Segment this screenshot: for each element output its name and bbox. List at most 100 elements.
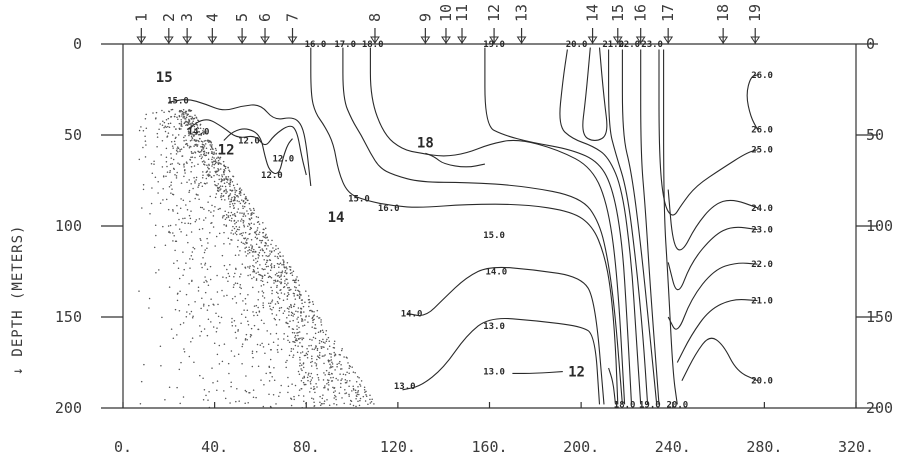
y-tick-label-right: 50	[866, 126, 884, 144]
contour-labels: 15.0 14.0 12.0 12.0 12.0 16.0 17.0 18.0 15.0 16.0…	[156, 40, 773, 410]
contour-line	[681, 337, 758, 382]
contour-isotherm-label: 12	[568, 365, 585, 381]
x-tick-label: 120.	[380, 438, 416, 456]
station-arrow	[457, 36, 467, 44]
contour-value-label: 21.0	[751, 297, 773, 307]
contour-value-label: 19.0	[639, 400, 661, 410]
station-label: 14	[584, 4, 602, 22]
contour-line	[667, 189, 758, 251]
station-label: 16	[632, 4, 650, 22]
contour-line	[621, 49, 658, 405]
contour-line	[663, 49, 678, 405]
contour-value-label: 14.0	[188, 127, 210, 137]
station-arrow	[420, 36, 431, 44]
y-tick-label-left: 100	[55, 217, 82, 235]
contour-line	[608, 367, 617, 405]
contour-line	[406, 266, 605, 405]
isotherm-contours	[168, 47, 758, 405]
y-tick-label-left: 0	[73, 35, 82, 53]
station-arrow	[635, 36, 646, 44]
station-arrow	[516, 36, 527, 44]
y-tick-label-left: 200	[55, 399, 82, 417]
contour-value-label: 12.0	[273, 155, 295, 165]
contour-isotherm-label: 14	[328, 210, 345, 226]
contour-line	[640, 49, 660, 405]
x-tick-label: 320.	[838, 438, 874, 456]
contour-line	[402, 317, 601, 405]
contour-value-label: 13.0	[394, 382, 416, 392]
contour-value-label: 20.0	[751, 377, 773, 387]
station-arrow	[750, 36, 761, 44]
contour-line	[425, 152, 486, 168]
x-tick-label: 200.	[563, 438, 599, 456]
station-arrow	[287, 36, 298, 44]
station-label: 15	[609, 4, 627, 22]
station-arrow	[718, 36, 729, 44]
station-label: 17	[659, 4, 677, 22]
station-arrow	[237, 36, 248, 44]
contour-line	[484, 47, 633, 405]
station-label: 12	[485, 4, 503, 22]
x-tick-label: 160.	[471, 438, 507, 456]
y-tick-label-left: 150	[55, 308, 82, 326]
y-tick-label-right: 150	[866, 308, 893, 326]
x-tick-label: 80.	[293, 438, 320, 456]
x-tick-label: 0.	[114, 438, 132, 456]
contour-line	[186, 119, 307, 176]
station-label: 4	[203, 13, 221, 22]
station-arrow	[182, 36, 193, 44]
station-arrow	[587, 36, 598, 44]
station-label: 1	[132, 13, 150, 22]
contour-value-label: 12.0	[261, 171, 283, 181]
station-arrow	[489, 36, 500, 44]
contour-value-label: 16.0	[378, 204, 400, 214]
contour-value-label: 15.0	[348, 195, 370, 205]
x-tick-label: 240.	[655, 438, 691, 456]
contour-value-label: 15.0	[167, 96, 189, 106]
contour-value-label: 14.0	[401, 309, 423, 319]
station-label: 9	[416, 13, 434, 22]
station-arrow	[163, 36, 174, 44]
station-label: 2	[160, 13, 178, 22]
contour-value-label: 13.0	[483, 368, 505, 378]
x-tick-label: 40.	[201, 438, 228, 456]
station-label: 3	[178, 13, 196, 22]
station-label: 13	[513, 4, 531, 22]
contour-line	[658, 49, 758, 216]
contour-isotherm-label: 18	[417, 135, 434, 151]
y-tick-label-right: 0	[866, 35, 875, 53]
contour-line	[676, 299, 758, 363]
contour-value-label: 19.0	[483, 40, 505, 50]
contour-line	[369, 47, 626, 405]
contour-line	[168, 99, 312, 187]
contour-value-label: 25.0	[751, 146, 773, 156]
y-tick-label-right: 200	[866, 399, 893, 417]
station-label: 8	[366, 13, 384, 22]
contour-value-label: 13.0	[483, 322, 505, 332]
contour-value-label: 23.0	[641, 40, 663, 50]
contour-value-label: 15.0	[483, 231, 505, 241]
y-tick-label-right: 100	[866, 217, 893, 235]
contour-line	[342, 47, 623, 405]
contour-value-label: 22.0	[618, 40, 640, 50]
station-arrow	[136, 36, 147, 44]
contour-value-label: 22.0	[751, 260, 773, 270]
contour-value-label: 24.0	[751, 204, 773, 214]
contour-value-label: 18.0	[362, 40, 384, 50]
contour-value-label: 12.0	[238, 136, 260, 146]
station-label: 6	[256, 13, 274, 22]
contour-line	[608, 49, 649, 405]
x-tick-label: 280.	[746, 438, 782, 456]
contour-value-label: 14.0	[486, 268, 508, 278]
contour-line	[746, 74, 758, 130]
terrain-stipple	[138, 108, 375, 409]
contour-value-label: 23.0	[751, 226, 773, 236]
contour-value-label: 26.0	[751, 71, 773, 81]
station-arrow	[663, 36, 674, 44]
station-label: 11	[453, 4, 471, 22]
contour-line	[559, 49, 642, 405]
contour-value-label: 16.0	[305, 40, 327, 50]
axes: 0. 40. 80. 120. 160. 200. 240. 280. 320. 0 0 50 50 10…	[55, 35, 893, 456]
